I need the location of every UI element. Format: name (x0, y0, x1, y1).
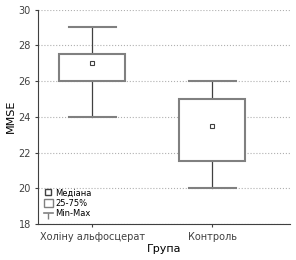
Bar (179, 99, 245, 161)
Y-axis label: MMSE: MMSE (6, 100, 16, 133)
X-axis label: Група: Група (147, 244, 182, 255)
Legend: Медіана, 25-75%, Min-Max: Медіана, 25-75%, Min-Max (43, 187, 93, 220)
Bar (59, 54, 126, 81)
